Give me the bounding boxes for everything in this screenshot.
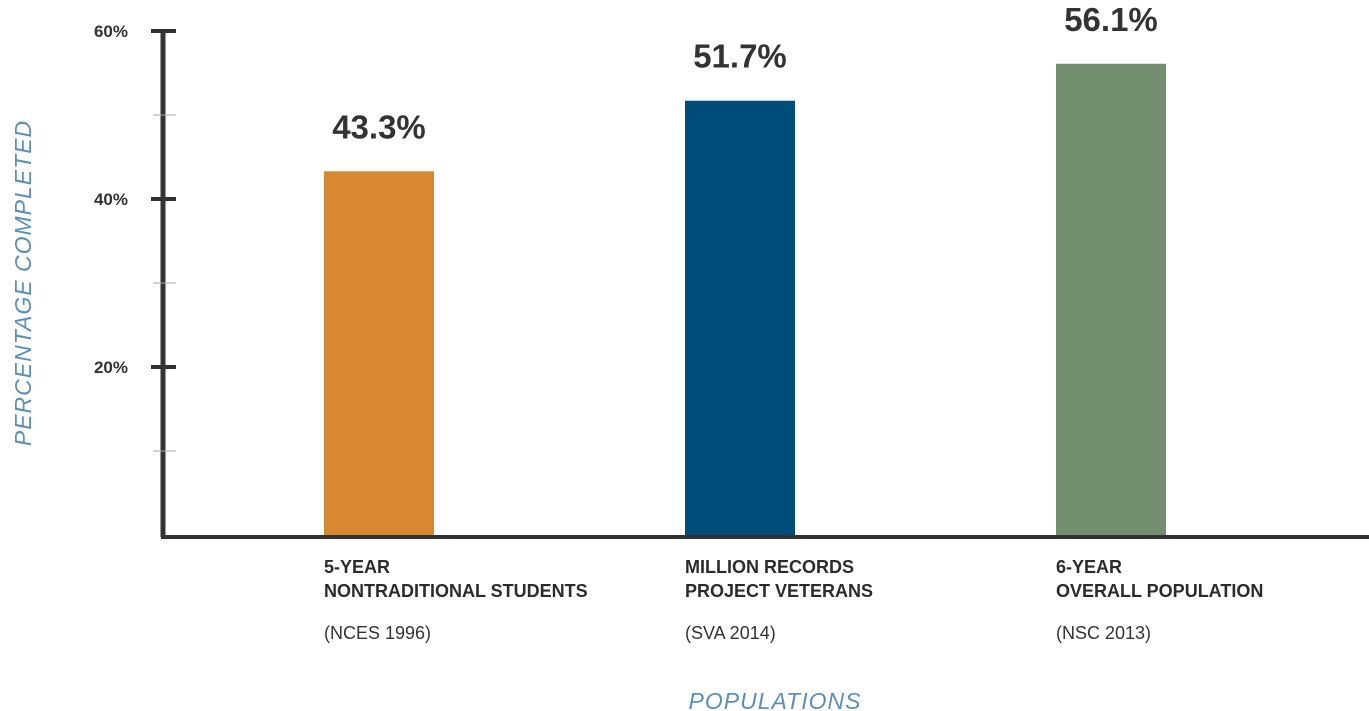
bar-value-label: 56.1% [1064,1,1158,38]
bar-value-label: 51.7% [693,38,787,75]
category-labels: 5-YEAR NONTRADITIONAL STUDENTS (NCES 1996)… [324,557,1263,643]
category-label-line2: OVERALL POPULATION [1056,581,1263,601]
category-label-line2: NONTRADITIONAL STUDENTS [324,581,588,601]
y-tick-label: 60% [94,22,128,41]
value-labels: 43.3% 51.7% 56.1% [332,1,1158,146]
category-label-line1: 5-YEAR [324,557,390,577]
bars [324,63,1166,535]
y-axis-title: PERCENTAGE COMPLETED [10,120,36,446]
y-tick-label: 40% [94,190,128,209]
category-source: (SVA 2014) [685,623,776,643]
category-label-line1: MILLION RECORDS [685,557,854,577]
y-axis-ticks: 60% 40% 20% [94,22,176,452]
bar [685,100,795,535]
bar-value-label: 43.3% [332,108,426,145]
category-source: (NCES 1996) [324,623,431,643]
category-source: (NSC 2013) [1056,623,1151,643]
bar [324,171,434,535]
category-label-line2: PROJECT VETERANS [685,581,873,601]
bar [1056,63,1166,535]
category-label-line1: 6-YEAR [1056,557,1122,577]
x-axis-title: POPULATIONS [689,688,862,711]
y-tick-label: 20% [94,358,128,377]
